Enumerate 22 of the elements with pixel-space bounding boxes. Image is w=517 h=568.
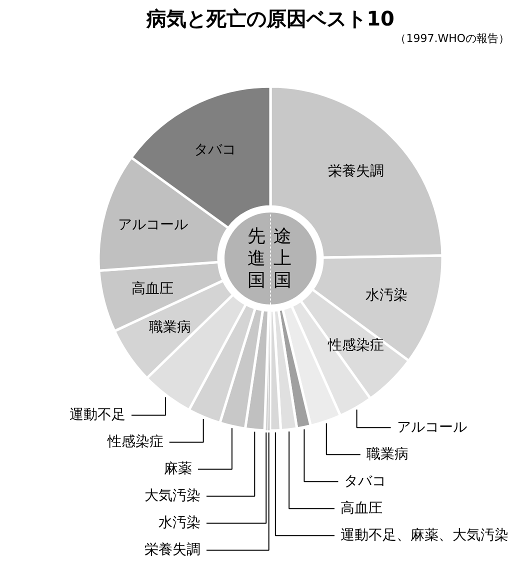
slice-label: 運動不足 [70, 407, 126, 424]
slice-label: 麻薬 [164, 461, 192, 478]
slice-label: 水汚染 [158, 515, 200, 532]
slice-label: 職業病 [148, 320, 191, 336]
slice-label: アルコール [396, 420, 467, 436]
text: 先進国 [248, 226, 266, 292]
text: 途上国 [274, 226, 292, 292]
slice-label: 大気汚染 [144, 488, 200, 504]
slice-label: 職業病 [366, 446, 408, 463]
slice-label: 高血圧 [340, 500, 382, 517]
slice-label: 性感染症 [106, 434, 164, 450]
slice-label: 高血圧 [131, 281, 174, 298]
slice-label: アルコール [118, 216, 188, 233]
slice-label: 栄養失調 [328, 163, 384, 180]
slice-label: 水汚染 [366, 288, 408, 304]
chart-title: 病気と死亡の原因ベスト10 [146, 6, 394, 30]
text: （1997.WHOの報告） [395, 32, 510, 45]
slice-label: タバコ [194, 142, 236, 158]
slice-label: 運動不足、麻薬、大気汚染 [340, 528, 508, 544]
slice-label: 性感染症 [327, 338, 384, 354]
slice-label: タバコ [344, 474, 386, 490]
slice-label: 栄養失調 [144, 542, 200, 558]
